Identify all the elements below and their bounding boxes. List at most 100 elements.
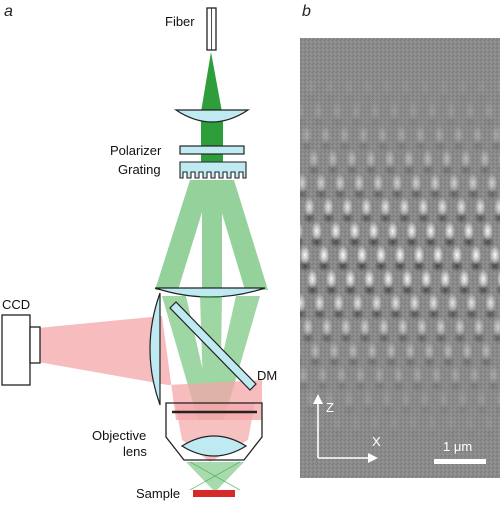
- lattice-shadow: [406, 428, 421, 440]
- excitation-beam-cone: [201, 52, 222, 112]
- lattice-spot: [461, 341, 473, 361]
- lattice-spot: [352, 293, 364, 313]
- lattice-shadow: [428, 188, 443, 200]
- lattice-spot: [276, 293, 287, 313]
- lattice-spot: [381, 77, 393, 97]
- lattice-shadow: [330, 116, 345, 128]
- lattice-spot: [333, 293, 345, 313]
- lattice-shadow: [425, 428, 440, 440]
- ccd-lens-mount: [29, 326, 41, 364]
- lattice-shadow: [444, 116, 459, 128]
- lattice-spot: [321, 317, 333, 337]
- lattice-spot: [302, 317, 314, 337]
- lattice-spot: [300, 343, 302, 359]
- lattice-spot: [371, 293, 383, 313]
- axis-z-label: Z: [326, 400, 334, 415]
- lattice-shadow: [395, 332, 410, 344]
- lattice-shadow: [300, 165, 302, 175]
- lattice-shadow: [306, 164, 321, 176]
- lattice-spot: [492, 317, 500, 337]
- lattice-shadow: [416, 212, 431, 224]
- lattice-spot: [466, 293, 478, 313]
- lattice-spot: [483, 101, 495, 121]
- lattice-shadow: [482, 116, 497, 128]
- lattice-shadow: [337, 140, 352, 152]
- scale-bar-label: 1 μm: [443, 439, 472, 454]
- lattice-spot: [473, 317, 485, 337]
- lattice-shadow: [419, 284, 434, 296]
- lattice-shadow: [397, 212, 412, 224]
- lattice-shadow: [285, 404, 299, 416]
- lattice-shadow: [308, 356, 323, 368]
- lattice-shadow: [356, 140, 371, 152]
- lattice-spot: [369, 101, 381, 121]
- lattice-shadow: [328, 236, 343, 248]
- lattice-shadow: [426, 308, 441, 320]
- lattice-shadow: [385, 236, 400, 248]
- lattice-shadow: [387, 116, 402, 128]
- lattice-spot: [356, 245, 368, 265]
- lattice-shadow: [368, 116, 383, 128]
- lattice-spot: [379, 197, 391, 217]
- lattice-shadow: [458, 164, 473, 176]
- lattice-spot: [341, 197, 353, 217]
- lattice-shadow: [300, 288, 301, 292]
- lattice-spot: [377, 125, 388, 145]
- lattice-shadow: [384, 356, 399, 368]
- lattice-spot: [343, 77, 355, 97]
- lattice-shadow: [318, 140, 333, 152]
- lattice-shadow: [432, 140, 447, 152]
- lattice-spot: [425, 221, 437, 241]
- lattice-shadow: [378, 212, 393, 224]
- lattice-spot: [448, 173, 460, 193]
- relay-lens: [154, 287, 266, 298]
- lattice-spot: [480, 341, 492, 361]
- lattice-shadow: [438, 284, 453, 296]
- lattice-spot: [391, 173, 403, 193]
- panel-b-label: b: [302, 3, 311, 20]
- lattice-spot: [432, 245, 444, 265]
- lattice-spot: [419, 389, 431, 409]
- lattice-spot: [369, 413, 381, 433]
- lattice-spot: [331, 101, 343, 121]
- lattice-spot: [343, 389, 355, 409]
- lattice-shadow: [439, 164, 454, 176]
- lattice-shadow: [463, 428, 478, 440]
- lattice-spot: [457, 389, 469, 409]
- lattice-spot: [385, 341, 397, 361]
- lattice-spot: [407, 413, 419, 433]
- lattice-spot: [320, 125, 331, 145]
- lattice-shadow: [300, 236, 305, 248]
- lattice-shadow: [322, 404, 337, 416]
- lattice-spot: [300, 101, 305, 121]
- lattice-spot: [300, 155, 301, 163]
- lattice-shadow: [474, 92, 489, 104]
- lattice-spot: [350, 101, 362, 121]
- lattice-shadow: [425, 116, 440, 128]
- lattice-shadow: [480, 236, 495, 248]
- lattice-spot: [374, 365, 385, 385]
- lattice-spot: [495, 389, 500, 409]
- lattice-spot: [337, 245, 349, 265]
- grating-label: Grating: [118, 162, 161, 177]
- lattice-spot: [388, 413, 400, 433]
- lattice-spot: [340, 317, 352, 337]
- lattice-spot: [485, 293, 497, 313]
- lattice-spot: [474, 197, 486, 217]
- lattice-shadow: [400, 284, 415, 296]
- lattice-shadow: [455, 404, 470, 416]
- lattice-spot: [454, 317, 466, 337]
- lattice-shadow: [312, 308, 327, 320]
- lattice-spot: [400, 389, 412, 409]
- lattice-shadow: [336, 260, 350, 272]
- lattice-shadow: [407, 308, 422, 320]
- lattice-spot: [382, 269, 394, 289]
- lattice-spot: [336, 365, 347, 385]
- lattice-spot: [324, 77, 336, 97]
- lattice-spot: [460, 149, 472, 169]
- lattice-shadow: [442, 236, 457, 248]
- lattice-spot: [416, 317, 428, 337]
- lattice-spot: [428, 293, 440, 313]
- lattice-spot: [404, 341, 416, 361]
- lattice-shadow: [325, 164, 340, 176]
